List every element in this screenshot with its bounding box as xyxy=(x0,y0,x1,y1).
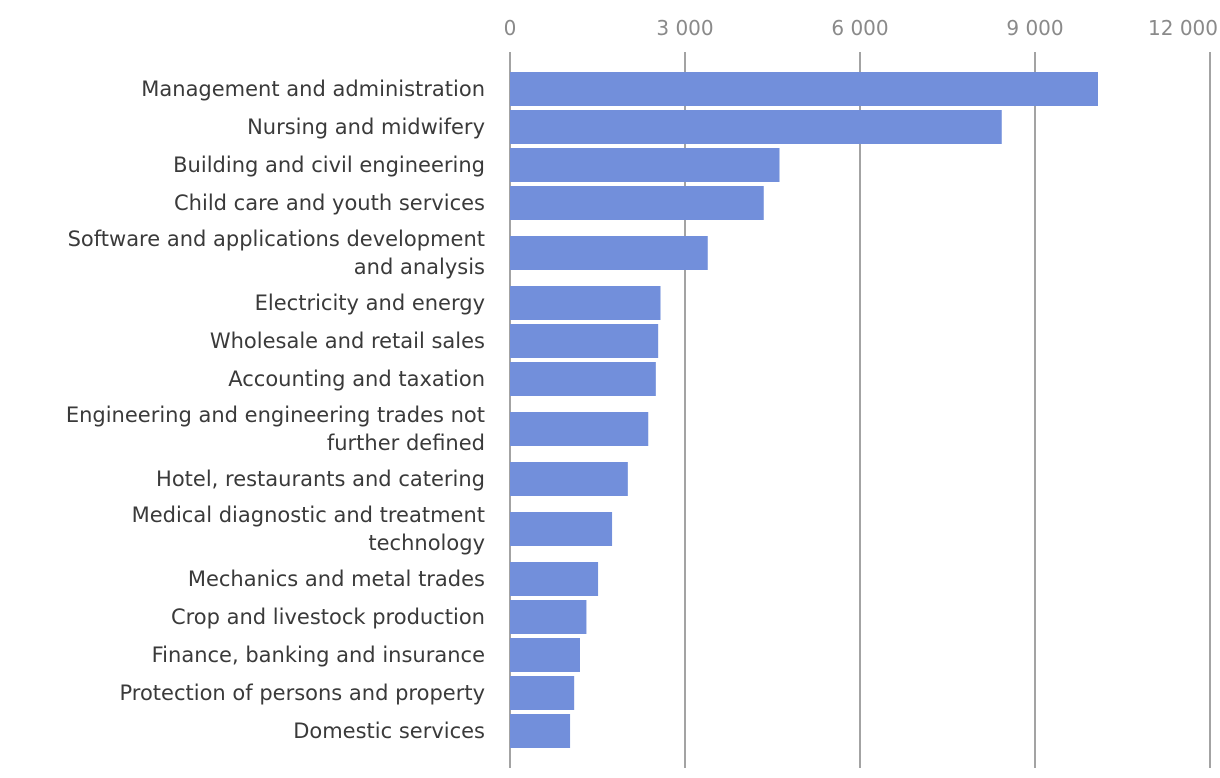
x-tick-label: 3 000 xyxy=(656,16,713,40)
category-label: Wholesale and retail sales xyxy=(210,329,485,353)
x-tick-label: 0 xyxy=(504,16,517,40)
category-label: Software and applications development xyxy=(68,227,485,251)
category-label: Child care and youth services xyxy=(174,191,485,215)
category-label: Engineering and engineering trades not xyxy=(66,403,485,427)
category-label: Domestic services xyxy=(293,719,485,743)
category-label: Crop and livestock production xyxy=(171,605,485,629)
category-label: Medical diagnostic and treatment xyxy=(132,503,485,527)
category-labels: Management and administration Nursing and… xyxy=(66,77,485,743)
bar xyxy=(510,638,580,672)
bar xyxy=(510,148,780,182)
bar xyxy=(510,286,661,320)
bar xyxy=(510,362,656,396)
bar xyxy=(510,110,1002,144)
category-label: technology xyxy=(368,531,485,555)
category-label: Management and administration xyxy=(141,77,485,101)
category-label: Building and civil engineering xyxy=(173,153,485,177)
x-tick-label: 6 000 xyxy=(831,16,888,40)
bar xyxy=(510,462,628,496)
bar xyxy=(510,676,575,710)
category-label: Protection of persons and property xyxy=(119,681,485,705)
category-label: and analysis xyxy=(354,255,485,279)
x-tick-label: 9 000 xyxy=(1006,16,1063,40)
x-axis-ticks: 0 3 000 6 000 9 000 12 000 xyxy=(504,16,1218,40)
category-label: Nursing and midwifery xyxy=(247,115,485,139)
category-label: Accounting and taxation xyxy=(228,367,485,391)
bars xyxy=(510,72,1098,748)
x-tick-label: 12 000 xyxy=(1148,16,1218,40)
category-label: further defined xyxy=(327,431,485,455)
category-label: Electricity and energy xyxy=(255,291,485,315)
category-label: Finance, banking and insurance xyxy=(152,643,485,667)
bar xyxy=(510,236,708,270)
bar xyxy=(510,512,613,546)
bar xyxy=(510,412,649,446)
bar xyxy=(510,562,599,596)
bar xyxy=(510,600,587,634)
category-label: Mechanics and metal trades xyxy=(188,567,485,591)
bar xyxy=(510,72,1098,106)
bar xyxy=(510,186,764,220)
category-label: Hotel, restaurants and catering xyxy=(156,467,485,491)
bar xyxy=(510,324,659,358)
bar xyxy=(510,714,571,748)
